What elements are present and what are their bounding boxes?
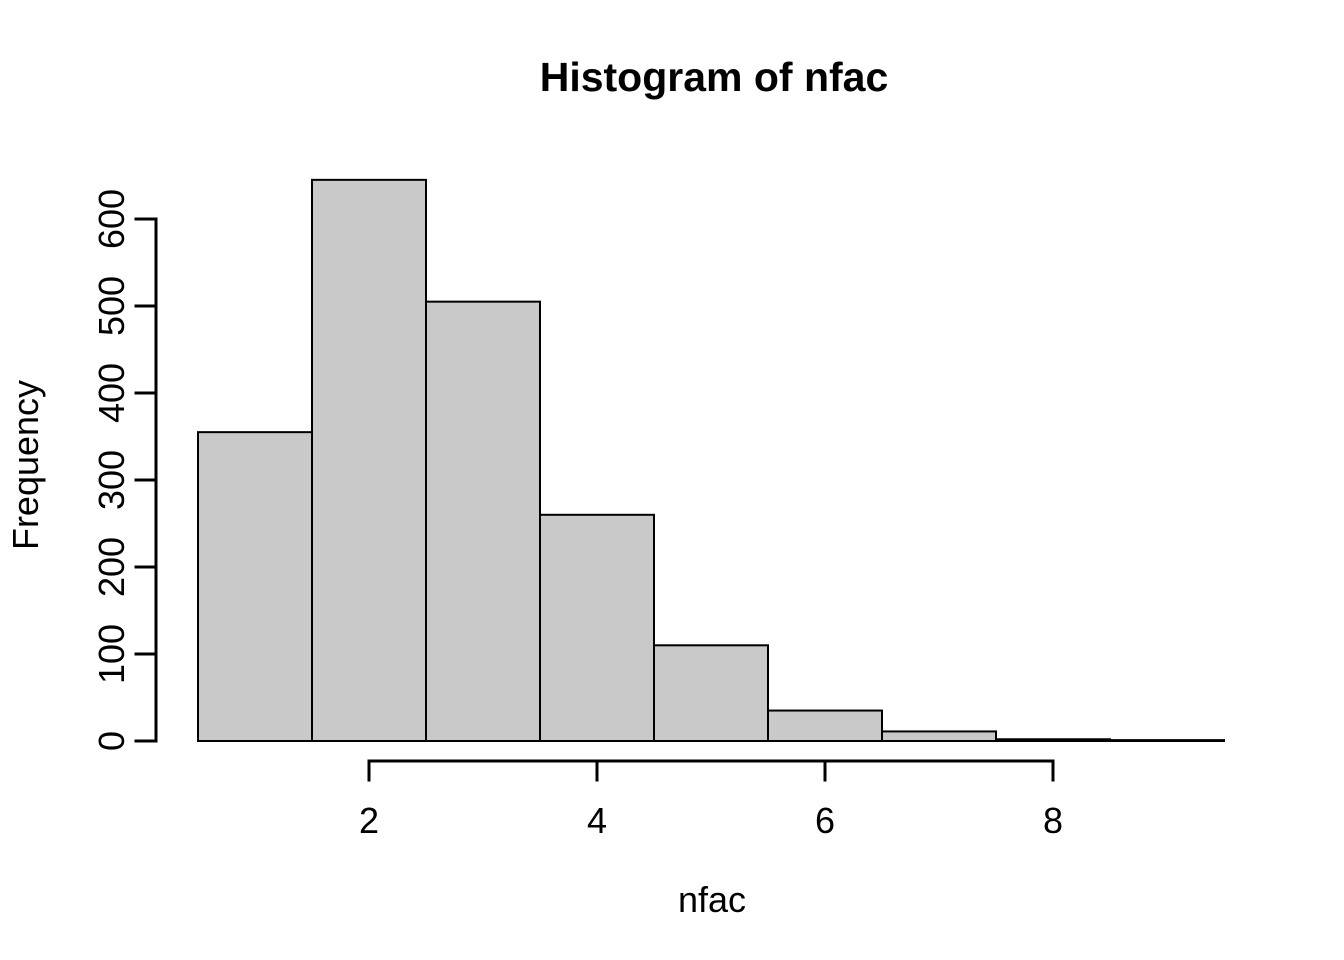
y-tick-label: 300 <box>91 450 132 510</box>
histogram-bar <box>653 644 769 742</box>
x-axis-label: nfac <box>678 879 746 920</box>
histogram-bar <box>767 709 883 742</box>
histogram-bar <box>1109 739 1225 743</box>
axes-group: 0 100 200 300 400 500 600 2 4 6 8 <box>91 189 1063 841</box>
y-axis-label: Frequency <box>5 380 46 550</box>
histogram-bar <box>425 300 541 742</box>
x-tick-label: 4 <box>587 800 607 841</box>
histogram-bar <box>197 431 313 742</box>
histogram-bar <box>539 513 655 742</box>
y-tick-label: 0 <box>91 731 132 751</box>
y-tick-label: 500 <box>91 276 132 336</box>
y-tick-label: 400 <box>91 363 132 423</box>
x-tick-label: 6 <box>815 800 835 841</box>
histogram-bar <box>995 738 1111 743</box>
bars-group <box>197 178 1225 743</box>
y-tick-label: 600 <box>91 189 132 249</box>
y-tick-label: 100 <box>91 624 132 684</box>
x-tick-label: 2 <box>359 800 379 841</box>
y-tick-label: 200 <box>91 537 132 597</box>
chart-title: Histogram of nfac <box>540 54 889 100</box>
x-tick-label: 8 <box>1043 800 1063 841</box>
histogram-bar <box>881 730 997 742</box>
histogram-bar <box>311 178 427 743</box>
